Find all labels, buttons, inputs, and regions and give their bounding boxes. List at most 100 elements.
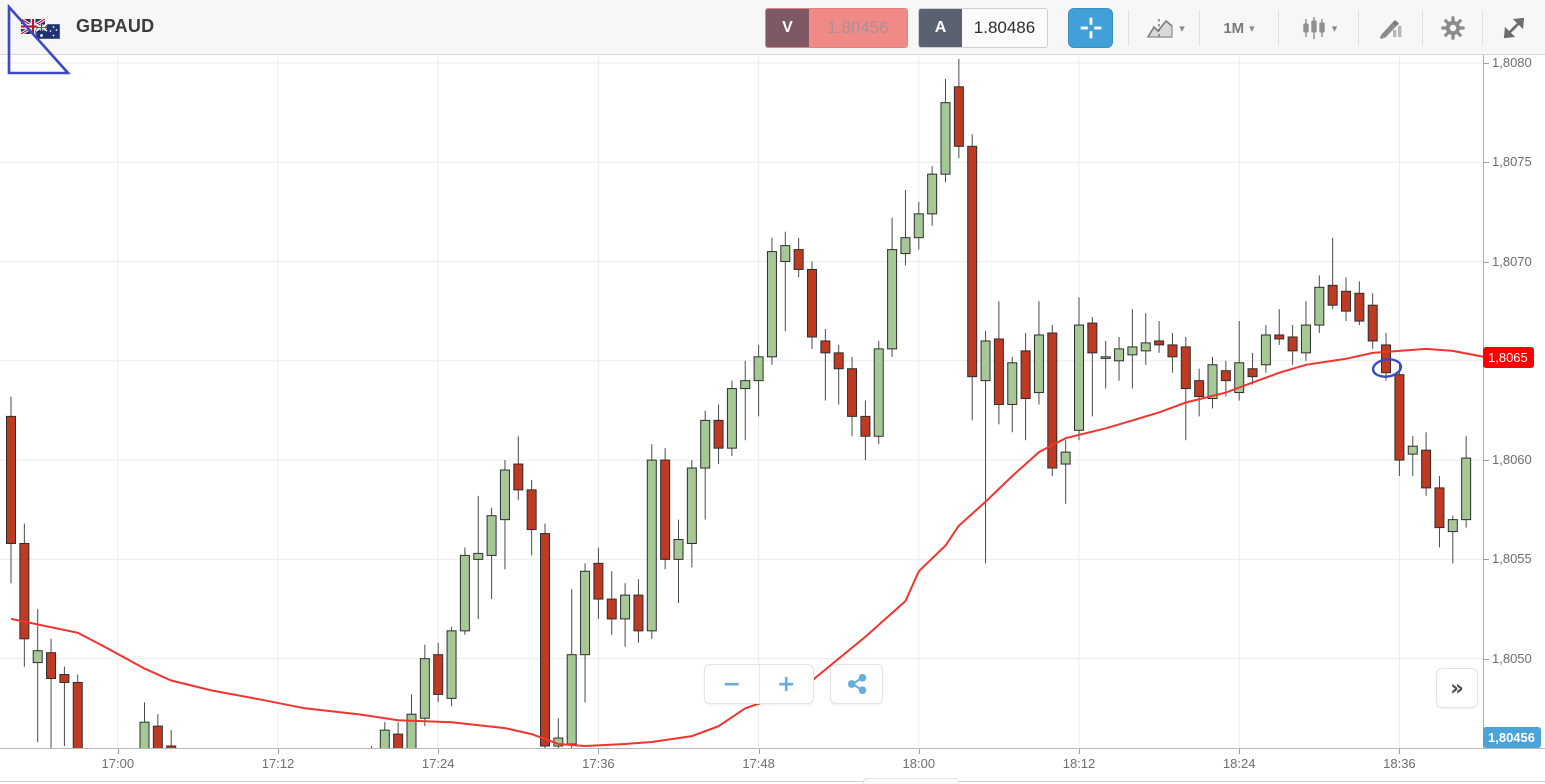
candle-up xyxy=(379,729,390,748)
candle-up xyxy=(766,251,777,358)
x-axis-tick xyxy=(278,749,279,754)
sell-tag-label: V xyxy=(766,9,809,47)
candle-down xyxy=(59,674,70,683)
candle-up xyxy=(1207,364,1218,400)
buy-price-value: 1.80486 xyxy=(962,9,1047,47)
candle-down xyxy=(847,368,858,417)
x-axis-tick xyxy=(117,749,119,754)
candle-up xyxy=(1447,519,1458,533)
crosshair-icon xyxy=(1080,17,1101,39)
candle-style-button[interactable]: ▾ xyxy=(1288,8,1350,48)
area-chart-icon xyxy=(1146,19,1173,38)
candle-up xyxy=(419,658,430,719)
candle-up xyxy=(473,552,484,560)
candle-down xyxy=(967,145,978,378)
y-axis-tick xyxy=(1483,559,1489,561)
toolbar-separator xyxy=(1128,10,1129,46)
candle-down xyxy=(72,681,83,748)
candle-up xyxy=(1461,457,1472,521)
candle-down xyxy=(6,415,16,544)
candle-up xyxy=(446,630,457,699)
candle-down xyxy=(593,562,604,600)
candle-down xyxy=(433,654,444,695)
candle-up xyxy=(780,245,791,263)
y-axis-tick xyxy=(1483,162,1489,164)
chevron-down-icon: ▾ xyxy=(1179,21,1185,35)
candle-up xyxy=(686,467,697,544)
drawing-tools-button[interactable] xyxy=(1368,8,1413,48)
candle-down xyxy=(19,542,30,640)
bottom-frame-line xyxy=(0,781,1545,782)
candle-up xyxy=(1260,334,1271,366)
candle-up xyxy=(1140,342,1151,352)
y-axis-label: 1,8080 xyxy=(1492,54,1532,70)
zoom-in-button[interactable]: + xyxy=(777,671,796,697)
x-axis[interactable]: 17:00 17:12 17:24 17:36 17:48 18:00 18:12 18:24… xyxy=(0,748,1545,777)
bottom-panel-stub xyxy=(863,778,959,784)
candle-down xyxy=(833,352,844,370)
candle-down xyxy=(1394,374,1405,461)
toolbar-separator xyxy=(1422,10,1423,46)
sell-price-button[interactable]: V 1.80456 xyxy=(765,8,908,48)
candle-down xyxy=(1020,350,1031,400)
candle-up xyxy=(486,515,497,556)
candle-down xyxy=(793,249,804,270)
candle-up xyxy=(753,356,764,382)
candle-down xyxy=(1194,380,1205,398)
candle-down xyxy=(166,745,177,748)
candle-down xyxy=(393,733,404,748)
share-icon xyxy=(847,673,866,695)
candle-down xyxy=(152,725,163,748)
settings-button[interactable] xyxy=(1430,8,1475,48)
y-axis-label: 1,8055 xyxy=(1492,551,1532,567)
candle-down xyxy=(540,533,550,747)
share-button[interactable] xyxy=(830,664,883,704)
gear-icon xyxy=(1440,16,1465,40)
x-axis-label: 18:00 xyxy=(902,756,936,771)
y-axis-tick xyxy=(1483,460,1489,462)
y-axis-tick xyxy=(1483,658,1489,660)
candle-up xyxy=(499,469,510,521)
candle-down xyxy=(1434,487,1445,529)
candle-up xyxy=(1074,324,1084,431)
y-axis-label: 1,8050 xyxy=(1492,650,1532,666)
x-axis-label: 18:12 xyxy=(1062,756,1096,771)
candlestick-chart[interactable] xyxy=(0,55,1483,748)
toolbar-separator xyxy=(1358,10,1359,46)
candle-up xyxy=(139,721,150,748)
candle-up xyxy=(566,654,577,745)
y-axis-line xyxy=(1483,55,1484,749)
candle-up xyxy=(1100,356,1111,359)
candle-up xyxy=(1314,286,1325,326)
timeframe-dropdown[interactable]: 1M ▾ xyxy=(1210,8,1268,48)
x-axis-label: 17:36 xyxy=(582,756,615,771)
y-axis-label: 1,8075 xyxy=(1492,154,1532,170)
candle-up xyxy=(1033,334,1044,394)
candle-up xyxy=(673,539,684,560)
candle-down xyxy=(1367,304,1378,342)
zoom-out-button[interactable]: − xyxy=(722,671,741,697)
scroll-to-latest-button[interactable]: » xyxy=(1436,668,1478,708)
candle-down xyxy=(1087,322,1098,354)
candle-up xyxy=(406,713,417,748)
crosshair-tool-button[interactable] xyxy=(1068,8,1113,48)
candle-down xyxy=(1381,344,1392,374)
candle-down xyxy=(1247,368,1258,378)
candle-down xyxy=(807,268,817,338)
candle-up xyxy=(726,388,737,449)
draw-icon xyxy=(1379,20,1401,39)
symbol-title: GBPAUD xyxy=(76,16,155,36)
candle-down xyxy=(1287,336,1298,352)
sell-price-value: 1.80456 xyxy=(809,9,907,47)
candle-up xyxy=(913,213,924,239)
chevron-down-icon: ▾ xyxy=(1331,21,1338,35)
candle-up xyxy=(927,173,938,215)
fullscreen-button[interactable] xyxy=(1492,8,1536,48)
candle-up xyxy=(580,570,591,656)
moving-average-line xyxy=(10,347,1483,748)
x-axis-label: 17:48 xyxy=(742,756,775,771)
candle-down xyxy=(860,415,871,437)
buy-price-button[interactable]: A 1.80486 xyxy=(918,8,1048,48)
x-axis-tick xyxy=(1399,749,1401,754)
chart-type-button[interactable]: ▾ xyxy=(1138,8,1193,48)
